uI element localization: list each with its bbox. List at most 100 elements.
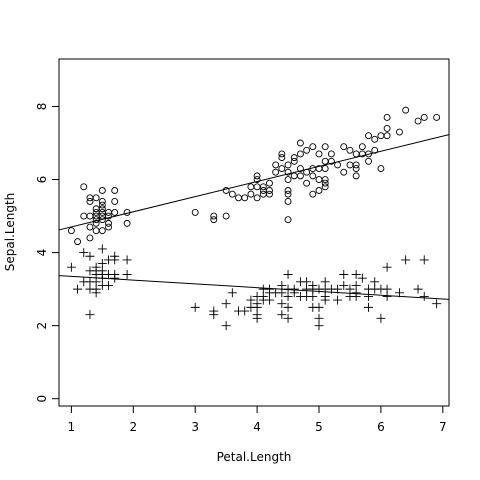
data-point-circle — [315, 176, 323, 183]
data-point-circle — [253, 194, 261, 202]
data-point-plus — [376, 313, 386, 323]
data-point-circle — [321, 143, 329, 151]
x-tick-label: 3 — [191, 420, 199, 434]
data-point-circle — [278, 150, 286, 158]
data-point-circle — [309, 190, 317, 198]
data-point-plus — [221, 299, 231, 309]
data-point-circle — [290, 157, 298, 165]
data-point-circle — [92, 205, 100, 213]
data-point-circle — [86, 194, 94, 202]
data-point-circle — [290, 154, 298, 162]
data-point-circle — [123, 208, 131, 216]
data-point-plus — [382, 262, 392, 272]
data-point-circle — [377, 132, 385, 140]
data-point-plus — [394, 288, 404, 298]
data-point-circle — [383, 124, 391, 132]
data-point-circle — [309, 143, 317, 151]
x-tick-label: 6 — [377, 420, 385, 434]
data-point-circle — [284, 168, 292, 176]
data-point-plus — [302, 277, 312, 287]
data-point-plus — [345, 284, 355, 294]
data-point-circle — [334, 161, 342, 169]
data-point-circle — [98, 227, 106, 235]
data-point-plus — [91, 262, 101, 272]
data-points — [66, 106, 442, 331]
y-axis: 0 2 4 6 8 — [35, 103, 59, 403]
data-point-circle — [272, 168, 280, 176]
data-point-circle — [414, 117, 422, 125]
data-point-circle — [111, 198, 119, 205]
data-point-plus — [351, 270, 361, 280]
data-point-circle — [396, 128, 403, 136]
data-point-circle — [278, 154, 286, 162]
data-point-circle — [86, 212, 94, 220]
data-point-circle — [92, 194, 100, 202]
data-point-circle — [358, 143, 366, 151]
data-point-plus — [209, 306, 219, 316]
data-point-circle — [284, 187, 292, 194]
data-point-circle — [290, 172, 298, 180]
data-point-circle — [74, 238, 82, 246]
data-point-plus — [333, 295, 343, 305]
data-point-circle — [352, 165, 360, 173]
data-point-circle — [98, 201, 106, 209]
x-tick-label: 5 — [315, 420, 323, 434]
data-point-circle — [210, 212, 218, 220]
data-point-plus — [97, 244, 107, 254]
y-axis-label: Sepal.Length — [3, 193, 17, 272]
y-tick-label: 6 — [35, 176, 49, 184]
data-point-plus — [277, 310, 287, 320]
data-point-circle — [86, 234, 94, 242]
data-point-circle — [266, 187, 273, 194]
data-point-circle — [365, 157, 372, 165]
data-point-plus — [413, 284, 423, 294]
data-point-plus — [221, 321, 231, 331]
data-point-plus — [110, 270, 120, 280]
data-point-circle — [98, 205, 106, 213]
data-point-circle — [266, 190, 273, 198]
data-point-circle — [352, 172, 360, 180]
data-point-circle — [80, 183, 88, 191]
data-point-plus — [314, 313, 324, 323]
data-point-plus — [122, 270, 132, 280]
data-point-circle — [253, 172, 261, 180]
data-point-plus — [104, 280, 114, 290]
data-point-plus — [364, 302, 374, 312]
data-point-circle — [253, 176, 261, 183]
data-point-plus — [79, 248, 89, 258]
data-point-plus — [85, 251, 95, 261]
data-point-circle — [371, 146, 379, 154]
data-point-circle — [111, 208, 119, 216]
data-point-circle — [321, 165, 329, 173]
data-point-circle — [266, 179, 273, 187]
data-point-circle — [284, 198, 292, 205]
data-point-circle — [92, 227, 100, 235]
data-point-circle — [383, 113, 391, 121]
data-point-circle — [241, 194, 249, 202]
data-point-circle — [303, 146, 311, 154]
data-point-circle — [315, 187, 323, 194]
data-point-plus — [308, 280, 318, 290]
data-point-plus — [339, 280, 349, 290]
data-point-circle — [98, 187, 106, 194]
data-point-circle — [371, 135, 379, 143]
y-tick-label: 4 — [35, 249, 49, 257]
data-point-circle — [247, 183, 255, 191]
data-point-circle — [296, 139, 304, 147]
data-point-plus — [333, 284, 343, 294]
data-point-circle — [210, 216, 218, 224]
regression-line — [58, 134, 450, 231]
data-point-plus — [240, 306, 250, 316]
data-point-circle — [321, 157, 329, 165]
regression-lines — [58, 134, 450, 300]
data-point-circle — [278, 165, 286, 173]
x-axis: 1 2 3 4 5 6 7 — [68, 406, 447, 434]
data-point-circle — [321, 183, 329, 191]
data-point-circle — [253, 183, 261, 191]
data-point-plus — [73, 284, 83, 294]
data-point-circle — [98, 198, 106, 205]
data-point-circle — [284, 161, 292, 169]
data-point-plus — [277, 280, 287, 290]
data-point-circle — [272, 161, 280, 169]
